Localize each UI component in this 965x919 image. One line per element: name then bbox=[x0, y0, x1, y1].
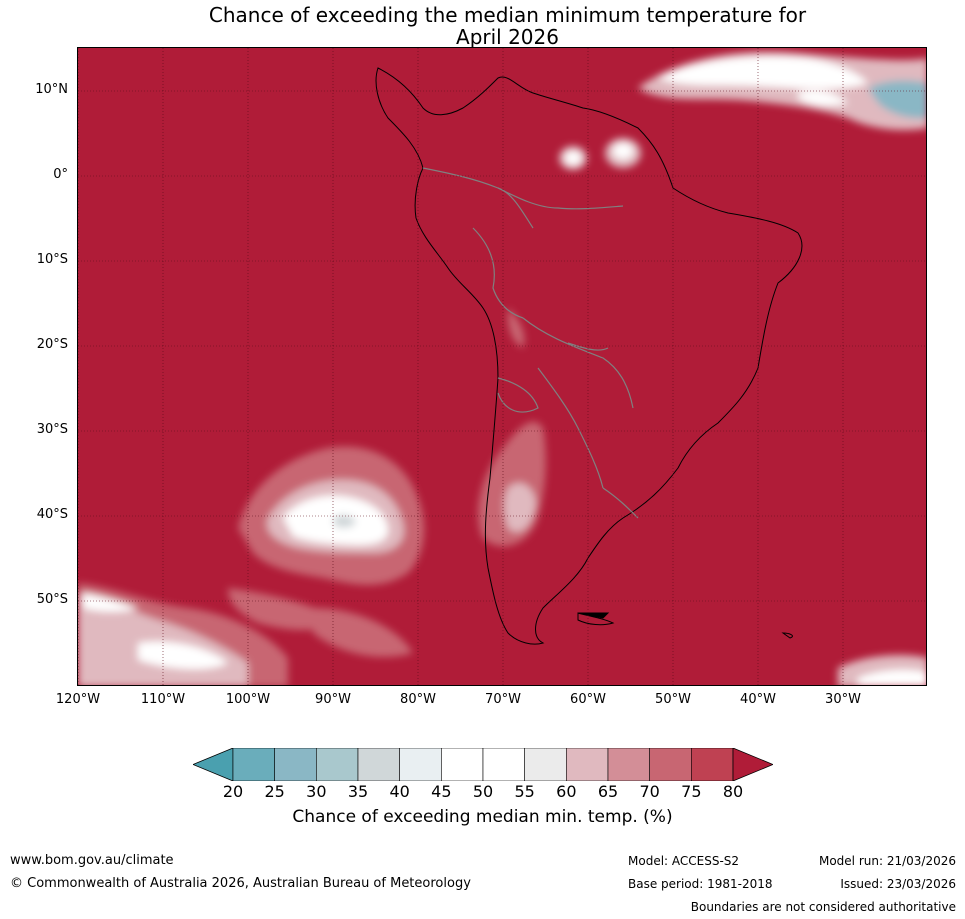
lon-label-40w: 40°W bbox=[740, 692, 776, 707]
colorbar-tick-label: 20 bbox=[222, 782, 244, 801]
map-title: Chance of exceeding the median minimum t… bbox=[0, 4, 965, 48]
anomaly-blob-south-pacific bbox=[78, 446, 425, 685]
colorbar-segment bbox=[691, 748, 734, 781]
colorbar-tick-label: 50 bbox=[472, 782, 494, 801]
colorbar-label: Chance of exceeding median min. temp. (%… bbox=[292, 807, 673, 827]
lat-label-20s: 20°S bbox=[36, 337, 68, 352]
colorbar-segment bbox=[399, 748, 442, 781]
lon-label-80w: 80°W bbox=[400, 692, 436, 707]
probability-map bbox=[77, 47, 927, 686]
lon-label-60w: 60°W bbox=[570, 692, 606, 707]
website-text: www.bom.gov.au/climate bbox=[10, 853, 174, 868]
colorbar-tick-label: 30 bbox=[306, 782, 327, 801]
disclaimer-text: Boundaries are not considered authoritat… bbox=[690, 900, 956, 914]
coastline bbox=[375, 67, 803, 645]
colorbar-tick-label: 40 bbox=[389, 782, 410, 801]
graticule bbox=[78, 48, 926, 685]
colorbar-extend-high bbox=[732, 748, 773, 781]
base-period-text: Base period: 1981-2018 bbox=[628, 877, 773, 891]
colorbar-extend-low bbox=[193, 748, 234, 781]
copyright-text: © Commonwealth of Australia 2026, Austra… bbox=[10, 876, 471, 891]
colorbar-segment bbox=[649, 748, 692, 781]
colorbar-segment bbox=[482, 748, 525, 781]
model-text: Model: ACCESS-S2 bbox=[628, 854, 740, 868]
colorbar-segment bbox=[357, 748, 400, 781]
colorbar-tick-label: 60 bbox=[556, 782, 577, 801]
colorbar-tick-label: 35 bbox=[347, 782, 369, 801]
title-line-2: April 2026 bbox=[456, 25, 559, 49]
colorbar-segment bbox=[524, 748, 567, 781]
anomaly-blob-north-atlantic bbox=[638, 51, 926, 685]
colorbar bbox=[193, 748, 773, 781]
country-borders bbox=[422, 167, 639, 519]
lat-label-50s: 50°S bbox=[36, 592, 68, 607]
lon-label-30w: 30°W bbox=[825, 692, 861, 707]
colorbar-segment bbox=[316, 748, 359, 781]
lat-label-10n: 10°N bbox=[35, 82, 68, 97]
colorbar-segment bbox=[441, 748, 484, 781]
colorbar-segment bbox=[566, 748, 609, 781]
lon-label-110w: 110°W bbox=[140, 692, 186, 707]
colorbar-tick-label: 55 bbox=[514, 782, 535, 801]
colorbar-tick-label: 45 bbox=[431, 782, 452, 801]
title-line-1: Chance of exceeding the median minimum t… bbox=[208, 3, 807, 27]
lat-label-0: 0° bbox=[53, 167, 68, 182]
lon-label-90w: 90°W bbox=[315, 692, 351, 707]
colorbar-segment bbox=[232, 748, 275, 781]
anomaly-patagonia bbox=[478, 308, 546, 547]
lat-label-10s: 10°S bbox=[36, 252, 68, 267]
issued-text: Issued: 23/03/2026 bbox=[840, 877, 956, 891]
model-run-text: Model run: 21/03/2026 bbox=[818, 854, 956, 868]
colorbar-tick-label: 25 bbox=[264, 782, 285, 801]
colorbar-tick-label: 65 bbox=[597, 782, 619, 801]
lat-label-30s: 30°S bbox=[36, 422, 68, 437]
colorbar-tick-label: 80 bbox=[722, 782, 744, 801]
lon-label-70w: 70°W bbox=[485, 692, 521, 707]
lon-label-100w: 100°W bbox=[225, 692, 271, 707]
anomaly-spots-guiana bbox=[559, 138, 641, 170]
map-canvas bbox=[78, 48, 926, 685]
lat-label-40s: 40°S bbox=[36, 507, 68, 522]
colorbar-segment bbox=[607, 748, 650, 781]
lon-label-120w: 120°W bbox=[55, 692, 101, 707]
colorbar-tick-label: 70 bbox=[639, 782, 660, 801]
colorbar-tick-label: 75 bbox=[681, 782, 702, 801]
colorbar-segment bbox=[274, 748, 317, 781]
lon-label-50w: 50°W bbox=[655, 692, 691, 707]
